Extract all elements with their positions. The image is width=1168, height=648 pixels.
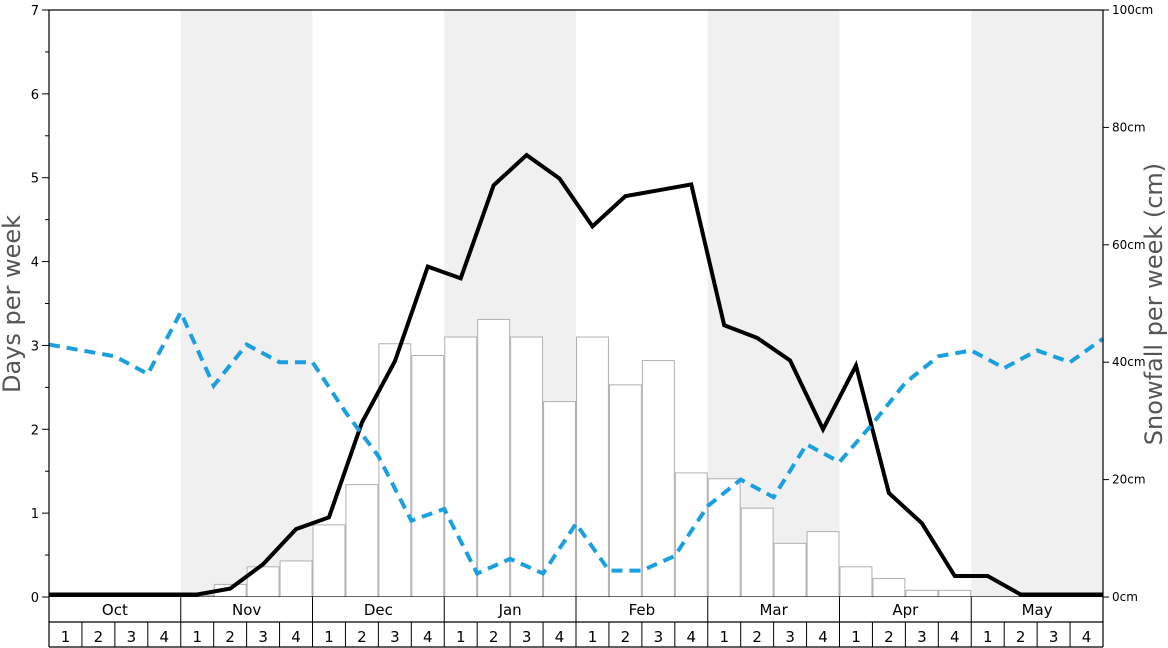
week-label-mar-1: 1 bbox=[719, 628, 729, 646]
week-label-may-4: 4 bbox=[1082, 628, 1092, 646]
week-label-feb-4: 4 bbox=[687, 628, 697, 646]
x-axis-months-weeks: Oct 1 2 3 4 Nov 1 2 3 4 Dec 1 2 3 4 Jan 1 2 3 4 Feb 1 2 3 4 Mar 1 2… bbox=[48, 597, 1104, 648]
bar-week-18 bbox=[608, 384, 642, 598]
bar-week-26 bbox=[872, 578, 906, 598]
week-label-apr-2: 2 bbox=[884, 628, 894, 646]
week-label-nov-2: 2 bbox=[225, 628, 235, 646]
left-tick-label-6: 6 bbox=[31, 88, 39, 103]
week-label-feb-1: 1 bbox=[588, 628, 598, 646]
week-label-dec-3: 3 bbox=[390, 628, 400, 646]
bar-week-13 bbox=[444, 336, 478, 598]
bar-week-16 bbox=[543, 401, 576, 598]
week-label-may-3: 3 bbox=[1049, 628, 1059, 646]
month-label-jan: Jan bbox=[498, 601, 522, 619]
week-label-nov-4: 4 bbox=[291, 628, 301, 646]
month-label-dec: Dec bbox=[364, 601, 393, 619]
month-label-feb: Feb bbox=[629, 601, 656, 619]
month-label-may: May bbox=[1022, 601, 1053, 619]
week-label-dec-1: 1 bbox=[324, 628, 334, 646]
week-label-apr-1: 1 bbox=[851, 628, 861, 646]
week-label-apr-3: 3 bbox=[917, 628, 927, 646]
week-label-nov-1: 1 bbox=[192, 628, 202, 646]
week-label-jan-3: 3 bbox=[522, 628, 532, 646]
snowfall-line bbox=[48, 307, 1105, 577]
week-label-nov-3: 3 bbox=[258, 628, 268, 646]
bar-week-14 bbox=[477, 318, 511, 598]
right-tick-label-60cm: 60cm bbox=[1112, 238, 1146, 252]
left-y-axis: 0 1 2 3 4 5 6 7 bbox=[31, 4, 49, 606]
bar-week-23 bbox=[773, 542, 807, 598]
week-label-jan-1: 1 bbox=[456, 628, 466, 646]
left-tick-label-1: 1 bbox=[31, 507, 39, 522]
month-label-apr: Apr bbox=[892, 601, 919, 619]
bar-series bbox=[180, 318, 972, 598]
month-label-mar: Mar bbox=[759, 601, 788, 619]
left-tick-label-0: 0 bbox=[31, 591, 39, 606]
days-line-series bbox=[49, 152, 1103, 597]
week-label-mar-4: 4 bbox=[818, 628, 828, 646]
bar-week-8 bbox=[279, 560, 313, 598]
week-label-oct-4: 4 bbox=[160, 628, 170, 646]
week-label-may-2: 2 bbox=[1016, 628, 1026, 646]
week-label-feb-3: 3 bbox=[654, 628, 664, 646]
week-label-oct-2: 2 bbox=[94, 628, 104, 646]
week-label-oct-3: 3 bbox=[127, 628, 137, 646]
week-label-apr-4: 4 bbox=[950, 628, 960, 646]
right-tick-label-20cm: 20cm bbox=[1112, 473, 1146, 487]
right-tick-label-40cm: 40cm bbox=[1112, 355, 1146, 369]
left-tick-label-7: 7 bbox=[31, 4, 39, 19]
week-label-mar-2: 2 bbox=[752, 628, 762, 646]
right-tick-label-0cm: 0cm bbox=[1112, 590, 1138, 604]
snowfall-line-series bbox=[48, 307, 1105, 577]
month-shade-may bbox=[971, 10, 1103, 597]
left-axis-title: Days per week bbox=[0, 215, 26, 393]
week-label-oct-1: 1 bbox=[61, 628, 71, 646]
week-label-may-1: 1 bbox=[983, 628, 993, 646]
bar-week-25 bbox=[839, 566, 873, 598]
bar-week-21 bbox=[707, 478, 741, 598]
bar-week-24 bbox=[806, 531, 840, 598]
right-tick-label-80cm: 80cm bbox=[1112, 120, 1146, 134]
bar-week-20 bbox=[674, 472, 708, 598]
bar-week-17 bbox=[576, 336, 609, 598]
bar-week-27 bbox=[905, 589, 939, 598]
right-y-axis: 0cm 20cm 40cm 60cm 80cm 100cm bbox=[1103, 3, 1153, 604]
month-label-oct: Oct bbox=[102, 601, 128, 619]
left-tick-label-3: 3 bbox=[31, 339, 39, 354]
month-shading-bands bbox=[180, 10, 1103, 597]
week-label-jan-4: 4 bbox=[555, 628, 565, 646]
right-tick-label-100cm: 100cm bbox=[1112, 3, 1153, 17]
week-label-dec-4: 4 bbox=[423, 628, 433, 646]
week-label-mar-3: 3 bbox=[785, 628, 795, 646]
bar-week-12 bbox=[411, 354, 445, 598]
days-line bbox=[49, 152, 1103, 597]
week-label-feb-2: 2 bbox=[621, 628, 631, 646]
right-axis-title: Snowfall per week (cm) bbox=[1140, 163, 1168, 445]
bar-week-28 bbox=[938, 589, 972, 598]
bar-week-9 bbox=[312, 524, 346, 598]
left-tick-label-5: 5 bbox=[31, 172, 39, 187]
bar-week-22 bbox=[740, 507, 774, 598]
left-tick-label-4: 4 bbox=[31, 256, 39, 271]
bar-week-19 bbox=[641, 360, 675, 598]
month-shade-nov bbox=[180, 10, 313, 597]
week-label-dec-2: 2 bbox=[357, 628, 367, 646]
left-tick-label-2: 2 bbox=[31, 423, 39, 438]
month-label-nov: Nov bbox=[232, 601, 261, 619]
bar-week-15 bbox=[510, 336, 544, 598]
bar-week-10 bbox=[345, 484, 379, 598]
week-label-jan-2: 2 bbox=[489, 628, 499, 646]
